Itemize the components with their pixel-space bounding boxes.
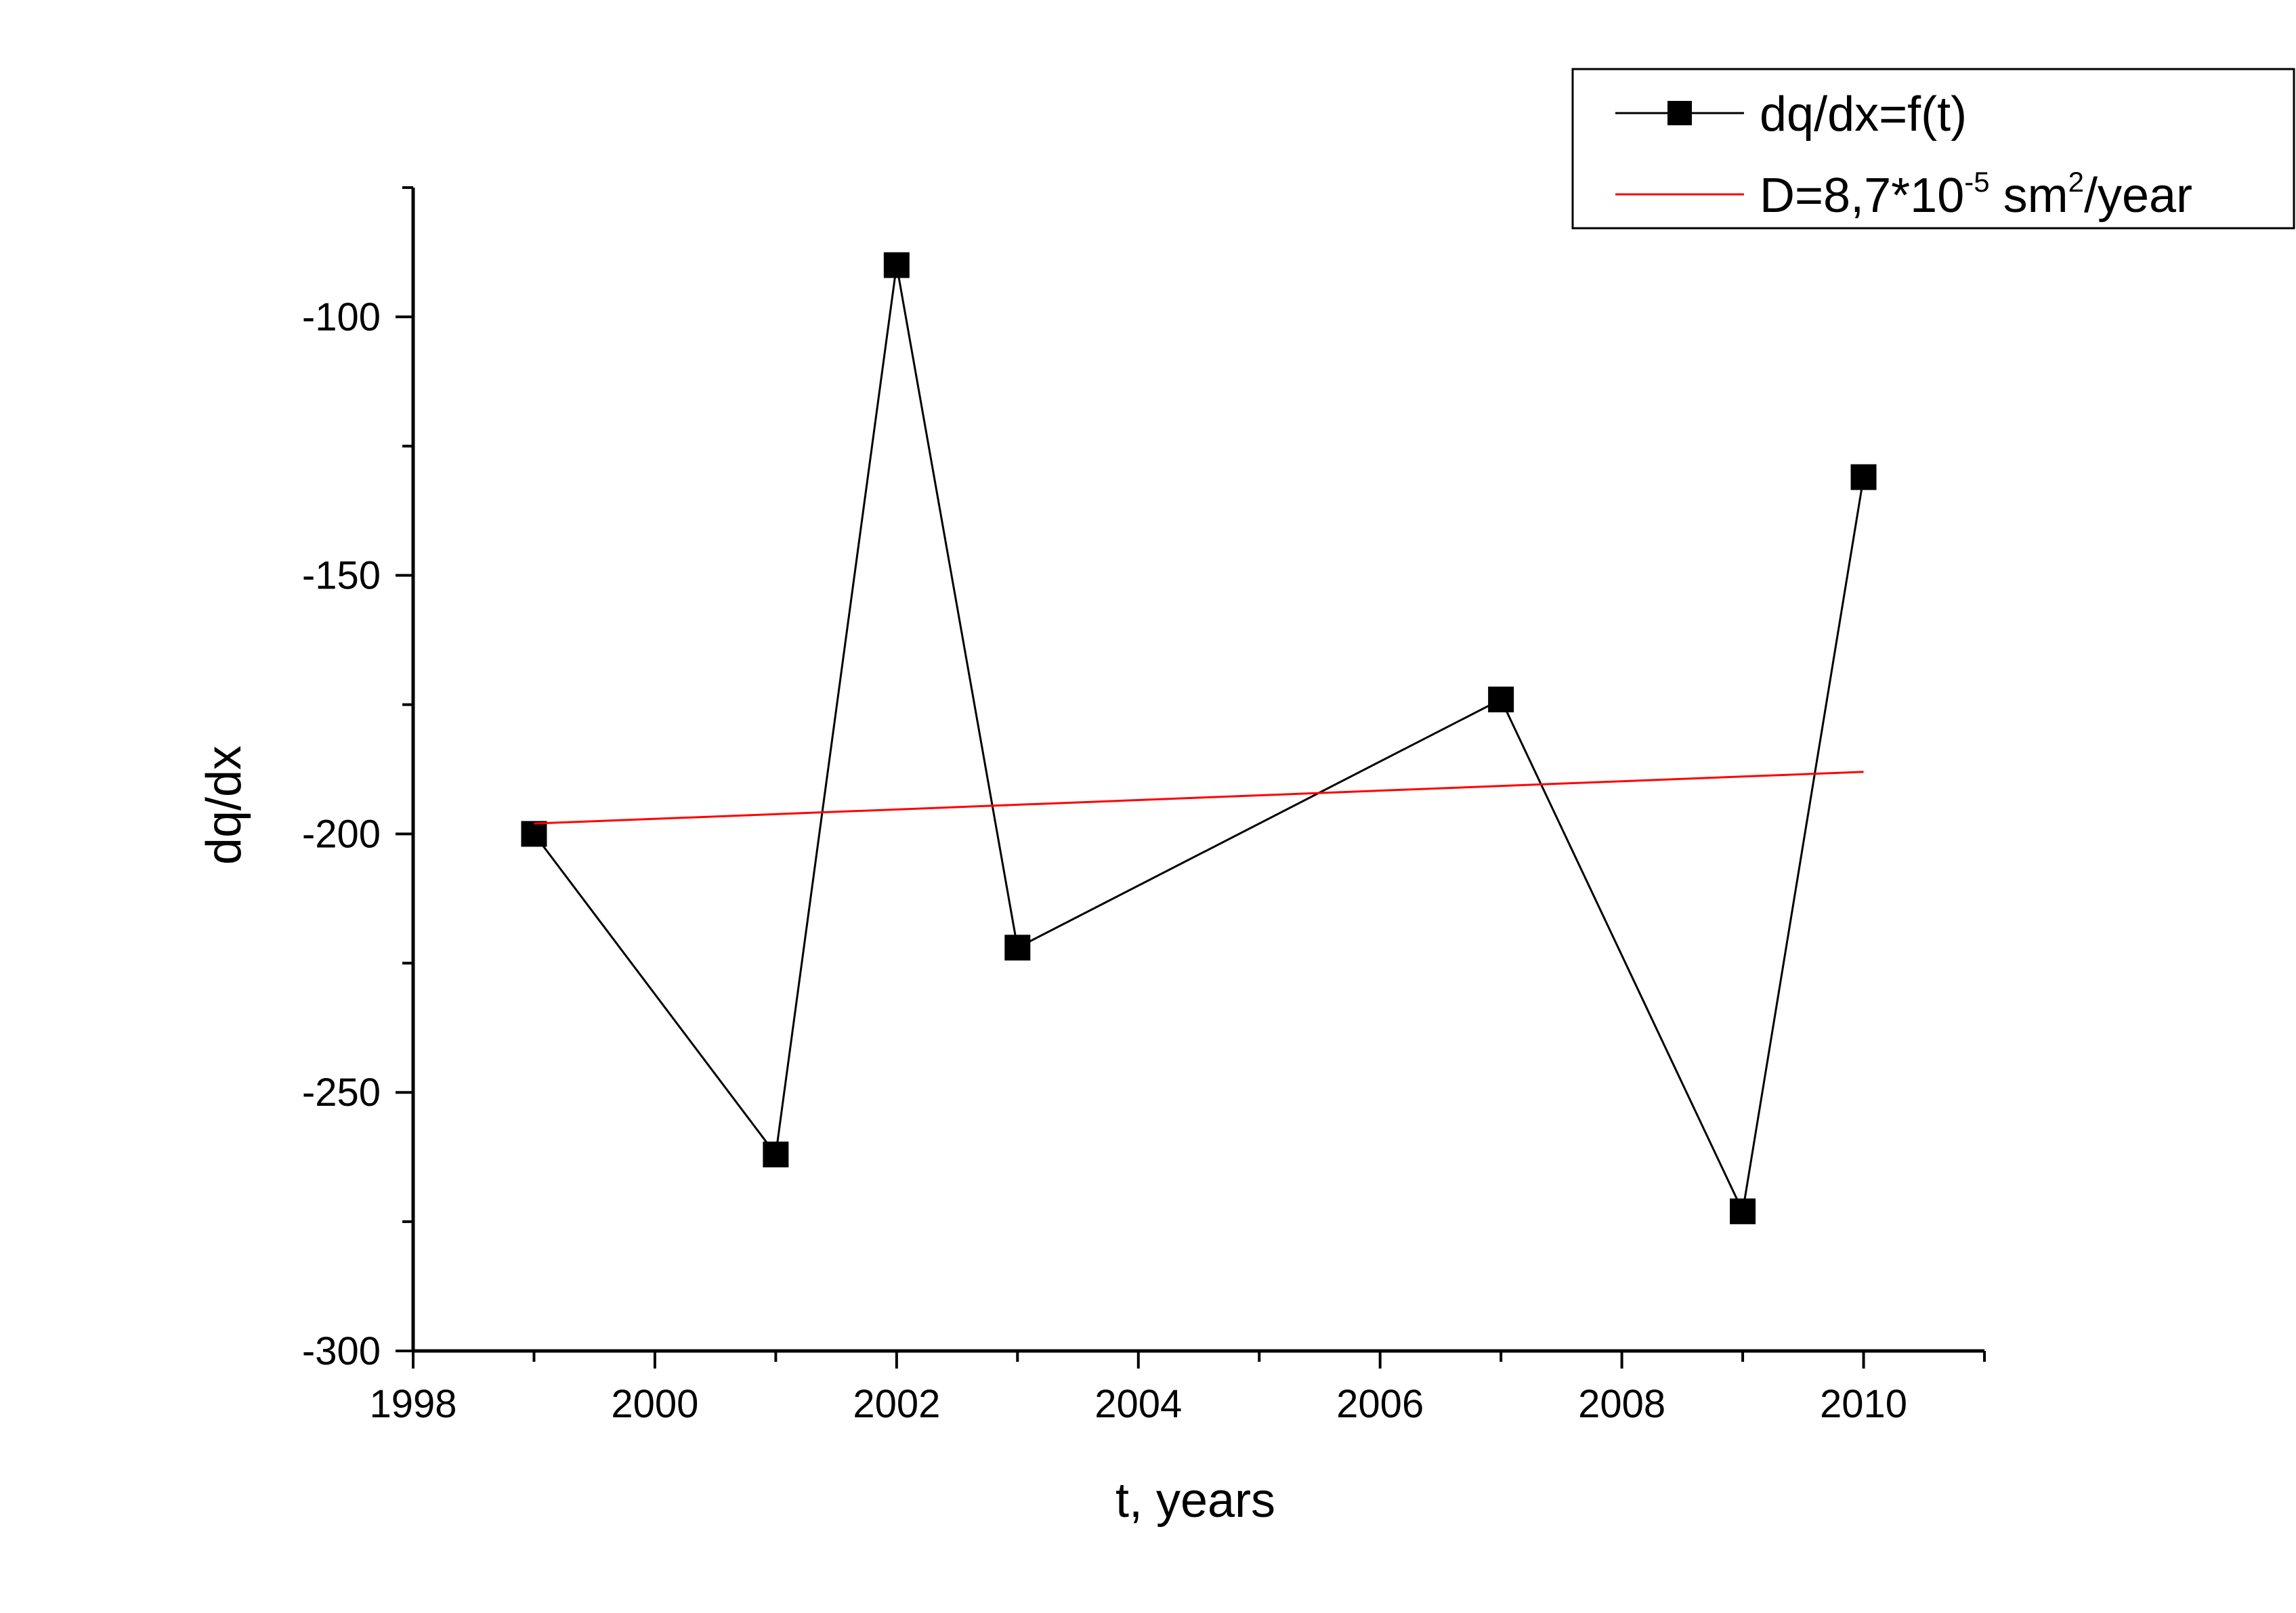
y-tick-label: -250 (302, 1071, 381, 1115)
x-tick-label: 1998 (369, 1382, 456, 1426)
data-point-marker (1488, 686, 1514, 712)
data-point-marker (1850, 464, 1877, 490)
legend: dq/dx=f(t) D=8,7*10-5 sm2/year (1571, 68, 2295, 230)
x-tick-label: 2002 (853, 1382, 940, 1426)
y-tick-label: -200 (302, 812, 381, 856)
x-tick-label: 2004 (1094, 1382, 1182, 1426)
x-axis-title: t, years (1115, 1474, 1275, 1528)
legend-box (1571, 68, 2295, 230)
data-point-marker (1004, 934, 1031, 961)
legend-swatch-marker-1 (1667, 101, 1692, 125)
series-line-diffusion-fit (534, 771, 1864, 825)
y-axis-title: dq/dx (197, 746, 251, 865)
series-line-dqdx (533, 265, 1865, 1215)
legend-label-2: D=8,7*10-5 sm2/year (1760, 166, 2192, 223)
data-point-marker (763, 1141, 789, 1167)
x-axis-ticks: 1998 2000 2002 2004 2006 2008 2010 (369, 1351, 1986, 1426)
y-tick-label: -300 (302, 1329, 381, 1373)
data-point-marker (521, 821, 547, 847)
legend-label-1: dq/dx=f(t) (1760, 87, 1967, 142)
axes (411, 188, 1984, 1353)
data-point-marker (1730, 1198, 1756, 1224)
x-tick-label: 2000 (611, 1382, 698, 1426)
y-tick-label: -100 (302, 295, 381, 339)
series-layer (521, 252, 1877, 1224)
y-tick-label: -150 (302, 554, 381, 598)
x-tick-label: 2010 (1820, 1382, 1907, 1426)
y-axis-ticks: -100 -150 -200 -250 -300 (302, 186, 413, 1373)
x-tick-label: 2006 (1336, 1382, 1424, 1426)
x-tick-label: 2008 (1578, 1382, 1665, 1426)
data-point-marker (883, 252, 910, 278)
